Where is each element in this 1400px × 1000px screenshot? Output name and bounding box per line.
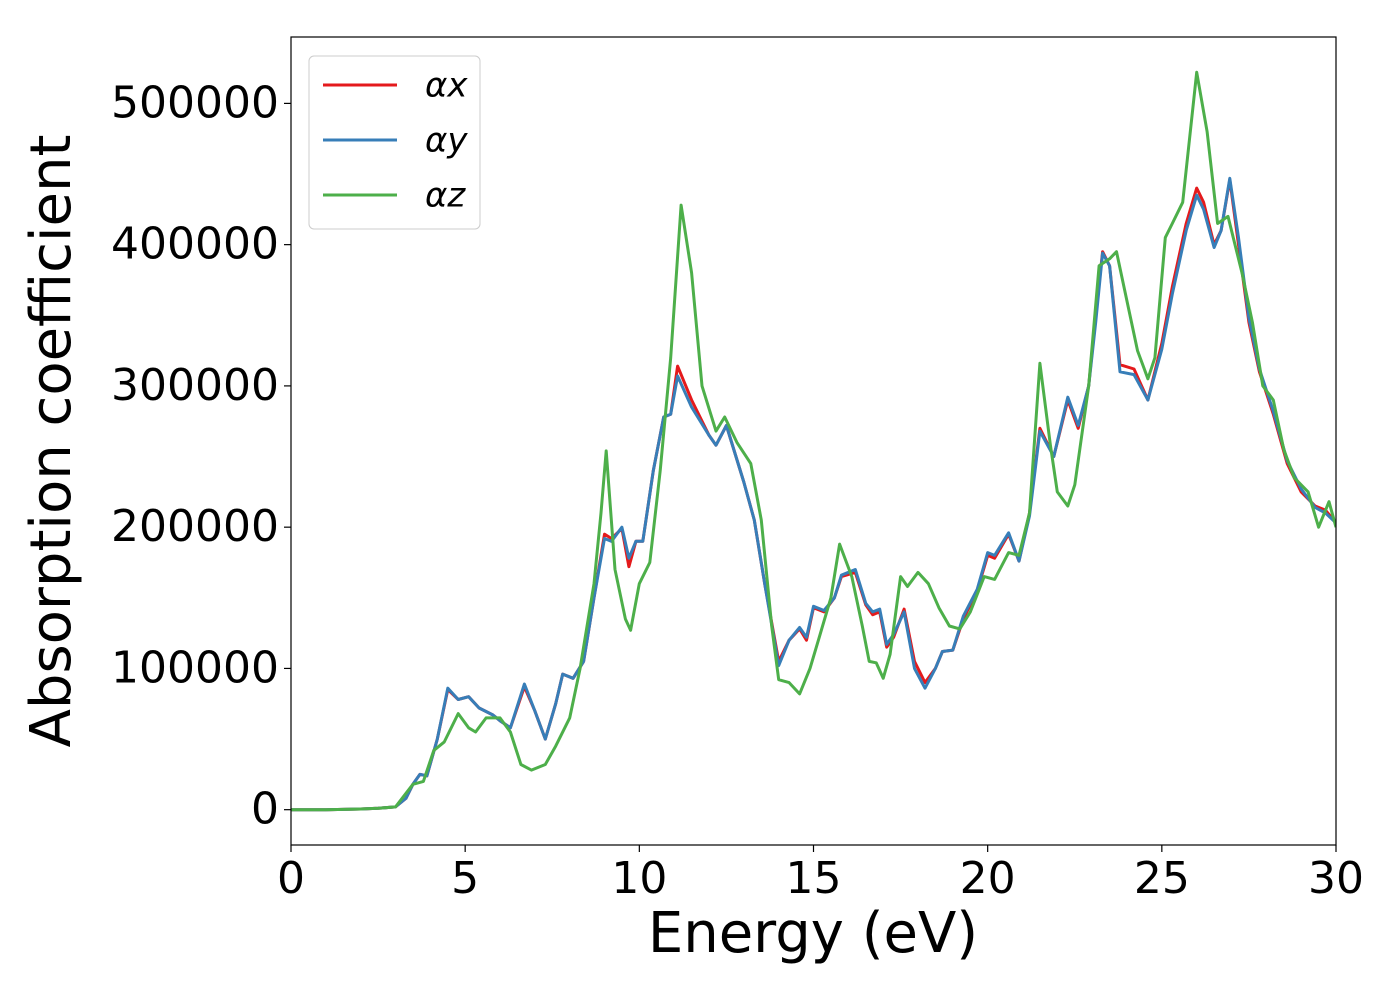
y-tick-label: 300000 <box>111 360 279 411</box>
x-tick-label: 30 <box>1308 853 1364 904</box>
legend-label: αx <box>425 66 468 106</box>
plot-lines <box>291 70 1336 812</box>
y-tick-label: 400000 <box>111 219 279 270</box>
y-tick-label: 200000 <box>111 501 279 552</box>
legend-box <box>308 55 481 230</box>
y-tick-label: 0 <box>251 784 279 835</box>
plot-frame <box>290 36 1337 846</box>
x-tick-label: 20 <box>960 853 1016 904</box>
x-tick-label: 5 <box>451 853 479 904</box>
legend-label: αy <box>425 121 468 161</box>
x-tick-label: 15 <box>786 853 842 904</box>
x-axis-label: Energy (eV) <box>648 901 978 966</box>
y-tick-label: 100000 <box>111 642 279 693</box>
y-tick-label: 500000 <box>111 77 279 128</box>
x-tick-label: 25 <box>1134 853 1190 904</box>
x-tick-label: 10 <box>611 853 667 904</box>
legend-label: αz <box>425 176 466 216</box>
series-line <box>291 70 1336 812</box>
y-axis-label: Absorption coefficient <box>19 135 84 748</box>
series-line <box>291 176 1336 812</box>
x-tick-label: 0 <box>277 853 305 904</box>
